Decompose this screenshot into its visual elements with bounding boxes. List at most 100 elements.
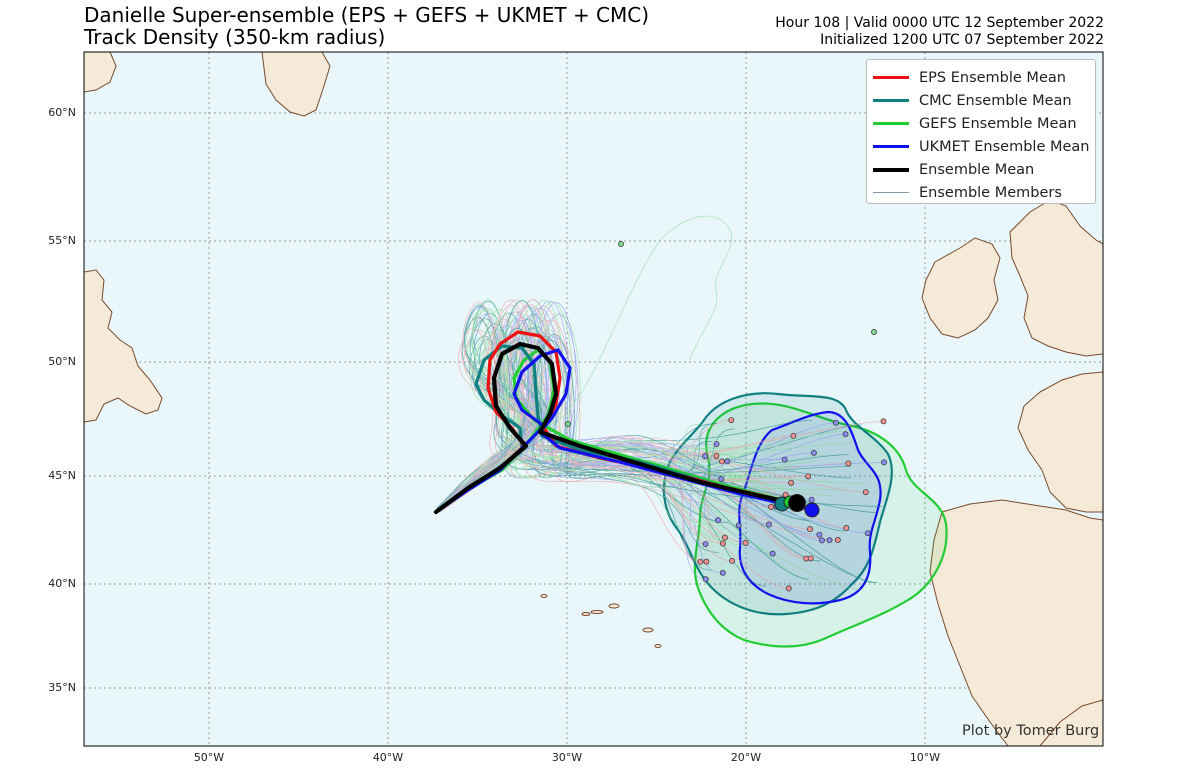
legend-label: GEFS Ensemble Mean — [919, 115, 1077, 132]
azores-island — [642, 627, 654, 633]
ensemble-member-endpoint — [735, 522, 742, 529]
azores-island — [581, 612, 591, 616]
lat-label-55n: 55°N — [48, 234, 76, 247]
ensemble-mean-tracks — [433, 330, 814, 515]
ensemble-member-endpoint — [729, 557, 736, 564]
lat-label-35n: 35°N — [48, 681, 76, 694]
ensemble-member-endpoint — [702, 576, 709, 583]
lon-label-50w: 50°W — [193, 751, 225, 764]
valid-time-label: Hour 108 | Valid 0000 UTC 12 September 2… — [775, 15, 1104, 31]
legend-item-members: Ensemble Members — [873, 181, 1095, 204]
legend-item-ensemble-mean: Ensemble Mean — [873, 158, 1095, 181]
legend-swatch — [873, 99, 909, 102]
africa-landmass — [1039, 699, 1103, 746]
lon-label-40w: 40°W — [372, 751, 404, 764]
legend-swatch — [873, 145, 909, 148]
title-line-2: Track Density (350-km radius) — [84, 25, 386, 49]
ensemble-member-endpoint — [721, 534, 728, 541]
ensemble-member-endpoint — [818, 537, 825, 544]
ensemble-member-endpoint — [862, 489, 869, 496]
legend-label: Ensemble Members — [919, 184, 1062, 201]
ensemble-member-endpoints — [565, 241, 887, 592]
ensemble-member-endpoint — [718, 458, 725, 465]
ensemble-member-endpoint — [769, 550, 776, 557]
ensemble-member-endpoint — [724, 458, 731, 465]
ensemble-member-track — [559, 215, 732, 421]
ensemble-member-endpoint — [832, 419, 839, 426]
legend-swatch — [873, 122, 909, 125]
ensemble-member-endpoint — [816, 531, 823, 538]
mean-endpoint-markers — [774, 494, 820, 518]
ensemble-member-endpoint — [703, 558, 710, 565]
combined-mean-track — [433, 341, 801, 515]
ensemble-member-endpoint — [713, 441, 720, 448]
plot-credit: Plot by Tomer Burg — [962, 723, 1100, 739]
ensemble-member-endpoint — [843, 525, 850, 531]
legend-swatch — [873, 167, 909, 172]
valid-time-block: Hour 108 | Valid 0000 UTC 12 September 2… — [775, 15, 1104, 49]
ensemble-member-endpoint — [702, 453, 708, 460]
azores-island — [540, 594, 548, 598]
ensemble-member-endpoint — [834, 537, 841, 543]
france-landmass — [1017, 371, 1103, 513]
lon-label-10w: 10°W — [909, 751, 941, 764]
title-line-1: Danielle Super-ensemble (EPS + GEFS + UK… — [84, 3, 650, 27]
great-britain-landmass — [1009, 199, 1103, 357]
azores-island — [608, 603, 620, 609]
legend-swatch — [873, 192, 909, 193]
lat-label-45n: 45°N — [48, 469, 76, 482]
azores-island — [654, 644, 662, 648]
ensemble-member-endpoint — [864, 530, 871, 537]
lat-label-60n: 60°N — [48, 106, 76, 119]
ensemble-member-endpoint — [715, 517, 721, 524]
ensemble-member-endpoint — [805, 473, 812, 480]
legend-item-cmc: CMC Ensemble Mean — [873, 89, 1095, 112]
ensemble-member-endpoint — [702, 541, 709, 548]
ensemble-member-endpoint — [845, 460, 852, 467]
land-masses — [84, 52, 1103, 746]
lat-label-50n: 50°N — [48, 355, 76, 368]
ireland-landmass — [921, 237, 1001, 339]
legend-label: Ensemble Mean — [919, 161, 1035, 178]
ensemble-member-endpoint — [719, 540, 726, 547]
legend-label: CMC Ensemble Mean — [919, 92, 1072, 109]
ensemble-member-endpoint — [742, 539, 749, 546]
lon-label-30w: 30°W — [551, 751, 583, 764]
combined-mean-endpoint — [788, 494, 806, 512]
ensemble-member-endpoint — [719, 569, 726, 576]
ensemble-member-endpoint — [618, 241, 624, 247]
legend-label: EPS Ensemble Mean — [919, 69, 1066, 86]
iceland-landmass — [261, 52, 331, 117]
ensemble-member-endpoint — [718, 476, 725, 483]
ensemble-member-endpoint — [785, 585, 792, 592]
ensemble-member-endpoint — [788, 479, 795, 486]
legend-swatch — [873, 76, 909, 79]
ensemble-member-endpoint — [842, 431, 849, 438]
ensemble-member-endpoint — [808, 496, 815, 503]
ensemble-member-endpoint — [697, 558, 704, 565]
ensemble-member-endpoint — [728, 417, 735, 424]
legend-item-eps: EPS Ensemble Mean — [873, 66, 1095, 89]
ensemble-member-track — [437, 302, 772, 512]
ensemble-member-endpoint — [881, 459, 887, 466]
map-legend: EPS Ensemble Mean CMC Ensemble Mean GEFS… — [866, 59, 1096, 204]
map-frame — [83, 51, 1104, 747]
azores-island — [590, 610, 604, 614]
ensemble-member-endpoint — [781, 456, 788, 463]
ensemble-member-endpoint — [565, 421, 571, 427]
ensemble-member-endpoint — [826, 537, 833, 544]
ensemble-member-endpoint — [765, 521, 772, 528]
lon-label-20w: 20°W — [730, 751, 762, 764]
ensemble-member-endpoint — [807, 555, 814, 562]
ensemble-member-endpoint — [810, 449, 817, 456]
ensemble-member-endpoint — [768, 503, 775, 510]
ensemble-member-endpoint — [807, 526, 813, 533]
ensemble-member-endpoint — [880, 418, 887, 425]
ukmet-mean-endpoint — [804, 502, 820, 518]
ensemble-member-endpoint — [713, 452, 720, 459]
ensemble-member-endpoint — [871, 329, 877, 335]
ensemble-member-endpoint — [790, 432, 797, 439]
lat-label-40n: 40°N — [48, 577, 76, 590]
legend-label: UKMET Ensemble Mean — [919, 138, 1090, 155]
newfoundland-landmass — [84, 269, 163, 423]
